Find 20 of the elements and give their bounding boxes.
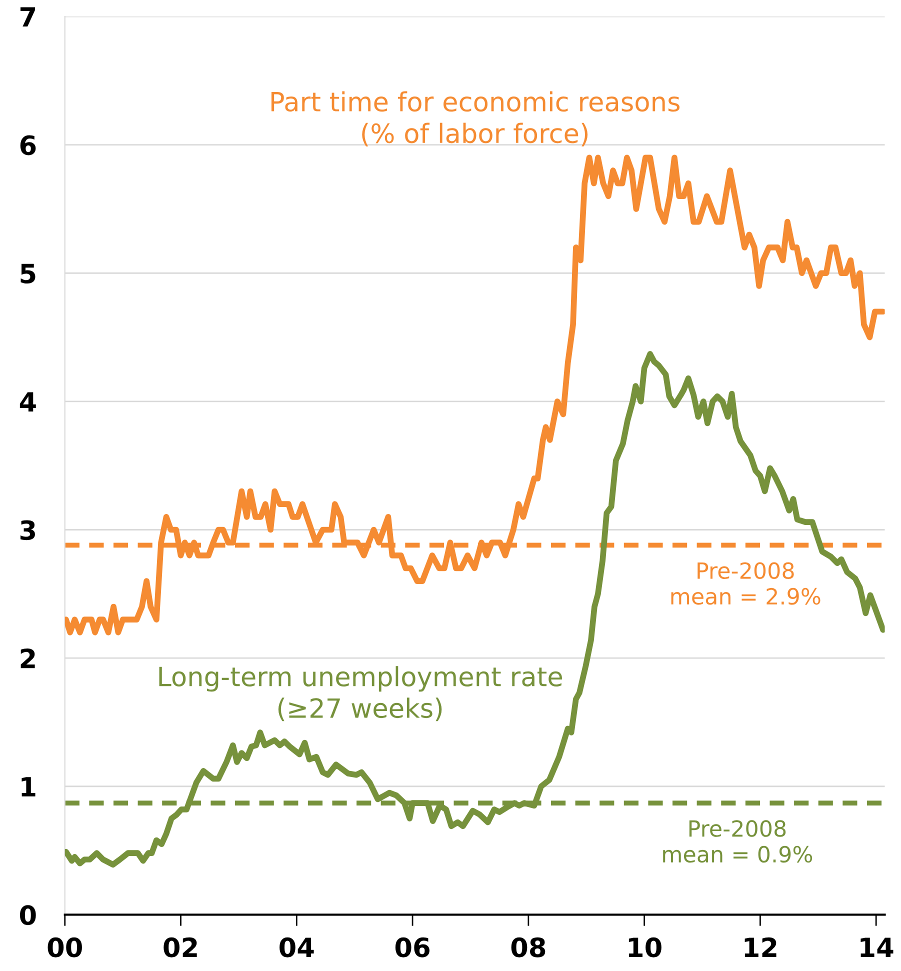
y-tick-label: 3 (20, 520, 35, 540)
x-tick-label: 12 (744, 937, 776, 957)
y-tick-label: 1 (22, 777, 36, 796)
y-tick-label: 0 (20, 905, 36, 926)
x-tick-label: 00 (48, 937, 82, 958)
x-tick-label: 02 (164, 937, 197, 958)
y-tick-label: 4 (20, 392, 36, 412)
ref-line-label: Pre-2008 mean = 2.9% (671, 562, 820, 605)
x-tick-label: 04 (280, 937, 314, 958)
x-tick-label: 06 (395, 937, 430, 958)
x-tick-label: 10 (628, 937, 662, 958)
y-tick-label: 7 (20, 7, 35, 27)
ref-line-label: Pre-2008 mean = 0.9% (663, 820, 812, 863)
x-tick-label: 08 (511, 937, 546, 958)
y-tick-label: 5 (20, 264, 36, 284)
series-label: Part time for economic reasons (% of labor force) (271, 91, 680, 146)
x-tick-label: 14 (860, 938, 894, 957)
y-tick-label: 2 (20, 648, 35, 668)
y-tick-label: 6 (20, 135, 36, 156)
series-label: Long-term unemployment rate (≥27 weeks) (159, 666, 562, 722)
